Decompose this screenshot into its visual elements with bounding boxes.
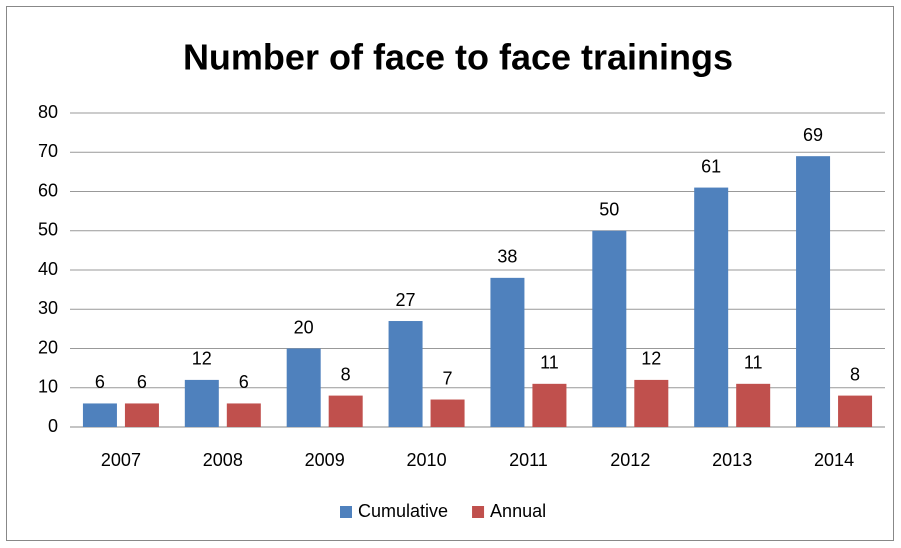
y-tick-label: 60 (38, 180, 58, 200)
x-tick-label: 2013 (712, 450, 752, 470)
bar (838, 395, 873, 427)
x-tick-label: 2008 (203, 450, 243, 470)
data-label: 27 (396, 290, 416, 310)
data-label: 12 (641, 349, 661, 369)
y-tick-label: 10 (38, 377, 58, 397)
x-tick-label: 2007 (101, 450, 141, 470)
bar (286, 348, 321, 427)
x-tick-label: 2010 (407, 450, 447, 470)
bar (226, 403, 261, 427)
bar (634, 379, 669, 427)
bar (184, 379, 219, 427)
y-tick-label: 0 (48, 416, 58, 436)
chart-border (6, 6, 894, 541)
data-label: 20 (294, 317, 314, 337)
y-tick-label: 20 (38, 337, 58, 357)
data-label: 8 (341, 364, 351, 384)
data-label: 11 (540, 353, 559, 373)
bar (490, 277, 525, 427)
bar (532, 383, 567, 427)
data-label: 69 (803, 125, 823, 145)
x-tick-label: 2011 (509, 450, 548, 470)
y-tick-label: 50 (38, 220, 58, 240)
data-label: 7 (443, 368, 453, 388)
data-label: 61 (701, 156, 721, 176)
x-tick-label: 2014 (814, 450, 854, 470)
x-tick-label: 2009 (305, 450, 345, 470)
data-label: 6 (137, 372, 147, 392)
y-tick-label: 30 (38, 298, 58, 318)
legend-label: Annual (490, 501, 546, 521)
bar (592, 230, 627, 427)
data-label: 11 (744, 353, 763, 373)
bar (694, 187, 729, 427)
data-label: 50 (599, 200, 619, 220)
data-label: 6 (239, 372, 249, 392)
data-label: 38 (497, 247, 517, 267)
y-tick-label: 70 (38, 141, 58, 161)
chart-title: Number of face to face trainings (183, 37, 733, 78)
bar (82, 403, 117, 427)
bar (736, 383, 771, 427)
bar (328, 395, 363, 427)
y-tick-label: 40 (38, 259, 58, 279)
legend-swatch (340, 506, 352, 518)
legend-label: Cumulative (358, 501, 448, 521)
y-tick-label: 80 (38, 102, 58, 122)
bar (796, 156, 831, 428)
legend-swatch (472, 506, 485, 518)
x-tick-label: 2012 (610, 450, 650, 470)
data-label: 6 (95, 372, 105, 392)
data-label: 12 (192, 349, 212, 369)
bar (430, 399, 465, 427)
bar (388, 321, 423, 427)
bar (124, 403, 159, 427)
data-label: 8 (850, 364, 860, 384)
